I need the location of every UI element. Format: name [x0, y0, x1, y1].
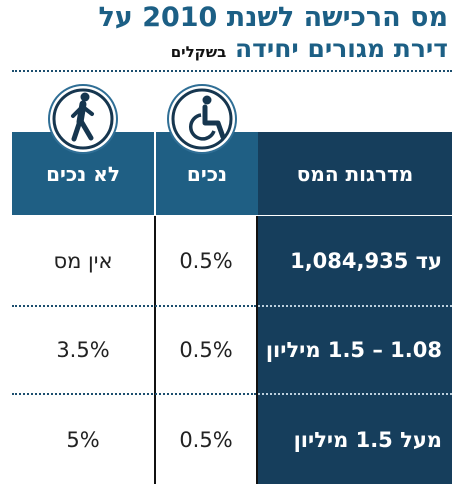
- row-3-bracket: מעל 1.5 מיליון: [293, 427, 442, 452]
- title-line-2-text: דירת מגורים יחידה: [234, 34, 448, 63]
- row-2-disabled: 0.5%: [179, 338, 233, 362]
- header-brackets-bg: [258, 132, 452, 215]
- header-divider-1: [154, 132, 156, 215]
- row-2-not-disabled: 3.5%: [56, 338, 110, 362]
- row-3-not-disabled: 5%: [66, 427, 100, 452]
- row-2-bracket: 1.08 – 1.5 מיליון: [265, 338, 442, 362]
- wheelchair-icon: [167, 84, 237, 154]
- row-separator-1: [12, 305, 256, 307]
- header-disabled: נכים: [186, 161, 228, 186]
- row-separator-2-dark: [258, 393, 452, 395]
- row-1-not-disabled: אין מס: [53, 249, 113, 273]
- row-1-disabled: 0.5%: [179, 249, 233, 273]
- row-separator-1-dark: [258, 305, 452, 307]
- column-divider-2: [256, 216, 258, 484]
- header-not-disabled: לא נכים: [46, 161, 120, 186]
- walking-person-icon: [48, 84, 118, 154]
- header-brackets: מדרגות המס: [296, 161, 414, 186]
- units-label: בשקלים: [170, 43, 227, 61]
- row-1-bracket: עד 1,084,935: [290, 249, 442, 273]
- title-divider: [12, 70, 452, 72]
- row-3-disabled: 0.5%: [179, 427, 233, 452]
- infographic-title: מס הרכישה לשנת 2010 על דירת מגורים יחידה…: [8, 2, 448, 67]
- row-separator-2: [12, 393, 256, 395]
- column-divider-1: [154, 216, 156, 484]
- brackets-column: [258, 216, 452, 484]
- title-line-2: דירת מגורים יחידה בשקלים: [8, 34, 448, 67]
- title-line-1: מס הרכישה לשנת 2010 על: [98, 2, 448, 33]
